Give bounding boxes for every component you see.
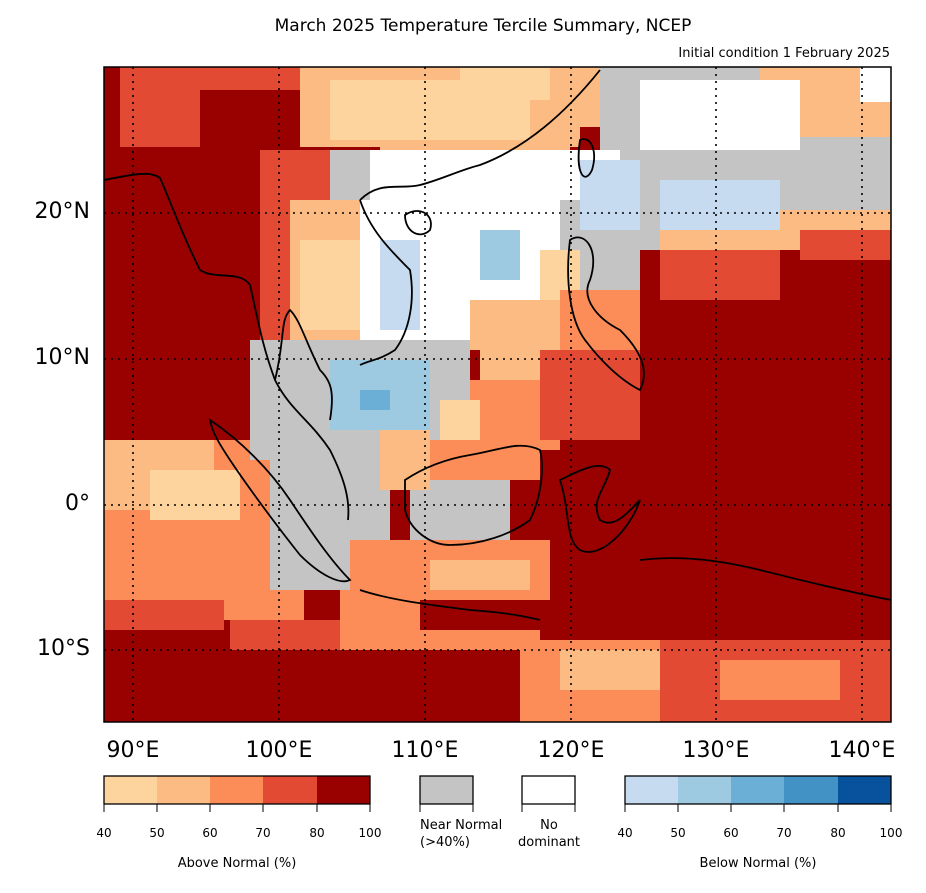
swatch-above-50-60 <box>157 776 210 804</box>
lat-label-0: 0° <box>65 491 90 516</box>
region-below-40-50 <box>380 240 420 330</box>
coast-gulf-thailand <box>274 308 333 421</box>
coast-java <box>359 589 541 621</box>
coast-mainland-west <box>104 172 350 521</box>
near-normal-label: Near Normal (>40%) <box>420 818 503 850</box>
region-no-dominant <box>640 80 800 150</box>
swatch-below-40-50 <box>625 776 678 804</box>
lat-label-10s: 10°S <box>37 636 90 661</box>
above-tick-40: 40 <box>96 826 112 840</box>
swatch-below-50-60 <box>678 776 731 804</box>
swatch-near-normal <box>419 775 474 805</box>
below-tick-80: 80 <box>830 826 846 840</box>
above-tick-80: 80 <box>309 826 325 840</box>
region-80-100 <box>640 250 891 640</box>
gridlines <box>104 67 891 722</box>
lat-label-20n: 20°N <box>34 199 90 224</box>
swatch-above-60-70 <box>210 776 263 804</box>
region-40-50 <box>460 67 550 100</box>
region-no-dominant <box>860 67 891 102</box>
map-frame <box>103 66 892 723</box>
lon-label-100e: 100°E <box>245 738 313 763</box>
coast-borneo <box>404 444 543 546</box>
lon-label-140e: 140°E <box>828 738 896 763</box>
region-40-50 <box>300 240 370 330</box>
swatch-below-60-70 <box>731 776 784 804</box>
no-dominant-label: No dominant <box>517 818 581 850</box>
below-normal-label: Below Normal (%) <box>699 856 817 871</box>
region-below-60-70 <box>360 390 390 410</box>
above-tick-50: 50 <box>149 826 165 840</box>
coastlines <box>104 69 891 621</box>
coast-sumatra <box>208 418 352 583</box>
region-80-100 <box>200 90 300 150</box>
legend-above-normal <box>103 775 371 812</box>
swatch-below-70-80 <box>784 776 838 804</box>
below-tick-50: 50 <box>670 826 686 840</box>
above-tick-70: 70 <box>255 826 271 840</box>
coast-taiwan <box>577 138 595 178</box>
region-70-80 <box>800 230 891 260</box>
region-50-60 <box>480 340 540 380</box>
region-below-40-50 <box>660 180 780 230</box>
below-tick-60: 60 <box>723 826 739 840</box>
swatch-above-80-100 <box>317 776 370 804</box>
lon-label-90e: 90°E <box>106 738 160 763</box>
coast-new-guinea <box>639 557 891 601</box>
below-tick-100: 100 <box>879 826 903 840</box>
swatch-no-dominant <box>521 775 576 805</box>
map-subtitle: Initial condition 1 February 2025 <box>678 46 890 61</box>
map-title: March 2025 Temperature Tercile Summary, … <box>274 16 692 36</box>
region-40-50 <box>440 400 480 440</box>
lon-label-110e: 110°E <box>391 738 459 763</box>
above-normal-label: Above Normal (%) <box>177 856 297 871</box>
above-tick-60: 60 <box>202 826 218 840</box>
region-below-50-60 <box>480 230 520 280</box>
swatch-below-80-100 <box>838 776 891 804</box>
region-near-normal <box>330 150 370 200</box>
region-70-80 <box>104 600 224 630</box>
region-below-40-50 <box>580 160 640 230</box>
coast-philippines <box>567 236 645 392</box>
coast-hainan <box>404 210 432 236</box>
above-tick-100: 100 <box>358 826 382 840</box>
coast-china <box>359 69 601 201</box>
lon-label-120e: 120°E <box>537 738 605 763</box>
below-tick-70: 70 <box>776 826 792 840</box>
swatch-above-40-50 <box>104 776 157 804</box>
region-40-50 <box>150 470 240 520</box>
swatch-above-70-80 <box>263 776 317 804</box>
region-50-60 <box>430 560 530 590</box>
region-70-80 <box>540 350 640 440</box>
legend-below-normal <box>624 775 892 812</box>
lat-label-10n: 10°N <box>34 345 90 370</box>
region-60-70 <box>720 660 840 700</box>
coast-sulawesi <box>558 465 641 553</box>
region-70-80 <box>660 250 780 300</box>
region-50-60 <box>560 650 660 690</box>
region-80-100 <box>420 600 540 630</box>
lon-label-130e: 130°E <box>682 738 750 763</box>
below-tick-40: 40 <box>617 826 633 840</box>
